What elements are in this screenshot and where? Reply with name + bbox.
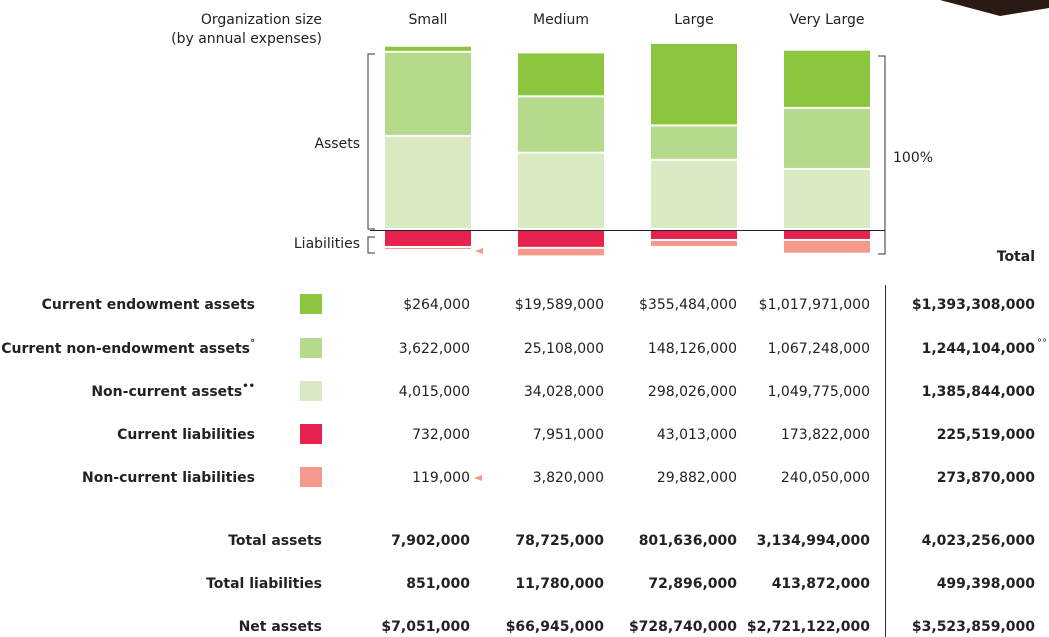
summary-cell: 78,725,000	[515, 533, 604, 549]
summary-cell: 11,780,000	[515, 576, 604, 592]
bar-segment	[385, 46, 471, 51]
row-name: Non-current liabilities	[82, 470, 255, 486]
summary-cell: $66,945,000	[506, 619, 605, 635]
summary-name: Total liabilities	[206, 576, 322, 592]
category-label: Medium	[533, 12, 589, 28]
bar-segment	[385, 231, 471, 246]
row-name: Current liabilities	[117, 427, 255, 443]
summary-cell: 413,872,000	[772, 576, 871, 592]
summary-cell: $7,051,000	[381, 619, 470, 635]
row-name-text: Non-current assets	[91, 384, 242, 400]
liabilities-bracket	[367, 236, 375, 254]
row-name-text: Non-current liabilities	[82, 470, 255, 486]
bar-segment	[784, 50, 870, 107]
bar-segment	[784, 240, 870, 253]
total-cell: 1,385,844,000	[922, 384, 1036, 400]
bar-segment	[651, 160, 737, 228]
row-name: Non-current assets••	[91, 381, 255, 400]
bar-segment	[518, 153, 604, 228]
cell: 25,108,000	[524, 341, 604, 357]
cell: 148,126,000	[648, 341, 737, 357]
summary-cell: $728,740,000	[629, 619, 737, 635]
bar-segment	[518, 53, 604, 96]
total-cell: $1,393,308,000	[912, 297, 1035, 313]
total-cell: 225,519,000	[937, 427, 1036, 443]
row-name: Current non-endowment assets°	[1, 338, 255, 357]
bar-segment	[651, 231, 737, 239]
small-arrow	[475, 248, 483, 254]
cell: 1,067,248,000	[768, 341, 870, 357]
total-cell: 273,870,000	[937, 470, 1036, 486]
bar-segment	[385, 136, 471, 228]
summary-total: 4,023,256,000	[922, 533, 1036, 549]
scale-label: 100%	[893, 150, 933, 166]
category-label: Very Large	[790, 12, 865, 28]
assets-label: Assets	[314, 136, 360, 152]
row-name-text: Current endowment assets	[42, 297, 255, 313]
cell: 1,049,775,000	[768, 384, 870, 400]
row-name-text: Current liabilities	[117, 427, 255, 443]
row-name: Current endowment assets	[42, 297, 255, 313]
cell: 34,028,000	[524, 384, 604, 400]
bar-segment	[518, 231, 604, 247]
cell: 3,820,000	[533, 470, 604, 486]
summary-cell: 851,000	[406, 576, 470, 592]
cell: 298,026,000	[648, 384, 737, 400]
cell: $19,589,000	[515, 297, 604, 313]
bar-segment	[784, 108, 870, 168]
bar-segment	[784, 169, 870, 228]
liabilities-label: Liabilities	[294, 236, 360, 252]
bar-segment	[651, 126, 737, 159]
cell: 173,822,000	[781, 427, 870, 443]
cell: 732,000	[412, 427, 470, 443]
summary-cell: 801,636,000	[639, 533, 738, 549]
legend-swatch	[300, 381, 322, 401]
scale-bracket	[878, 55, 886, 255]
cell: $1,017,971,000	[759, 297, 870, 313]
bar-segment	[385, 52, 471, 135]
bar-segment	[784, 231, 870, 239]
cell: 4,015,000	[399, 384, 470, 400]
summary-cell: $2,721,122,000	[747, 619, 870, 635]
legend-swatch	[300, 294, 322, 314]
axis-label: Organization size	[201, 12, 322, 28]
cell: 29,882,000	[657, 470, 737, 486]
bar-segment	[518, 248, 604, 256]
cell: 119,000	[412, 470, 470, 486]
cell: $355,484,000	[639, 297, 737, 313]
summary-name: Total assets	[228, 533, 322, 549]
cell: 240,050,000	[781, 470, 870, 486]
summary-total: 499,398,000	[937, 576, 1036, 592]
total-header: Total	[997, 249, 1035, 265]
bar-segment	[651, 240, 737, 246]
summary-name: Net assets	[239, 619, 322, 635]
bar-segment	[385, 247, 471, 249]
footnote-marker: ••	[242, 381, 255, 392]
summary-cell: 72,896,000	[648, 576, 737, 592]
summary-total: $3,523,859,000	[912, 619, 1035, 635]
cell: 3,622,000	[399, 341, 470, 357]
cell: 43,013,000	[657, 427, 737, 443]
summary-cell: 3,134,994,000	[757, 533, 871, 549]
cell: 7,951,000	[533, 427, 604, 443]
category-label: Small	[409, 12, 448, 28]
small-arrow	[474, 475, 482, 481]
cell: $264,000	[403, 297, 470, 313]
footnote-marker: °	[250, 338, 255, 349]
legend-swatch	[300, 424, 322, 444]
legend-swatch	[300, 467, 322, 487]
bar-segment	[518, 97, 604, 152]
assets-bracket	[367, 53, 375, 230]
category-label: Large	[674, 12, 713, 28]
legend-swatch	[300, 338, 322, 358]
footnote-marker: °°	[1037, 338, 1047, 349]
summary-cell: 7,902,000	[391, 533, 470, 549]
bar-segment	[651, 43, 737, 125]
row-name-text: Current non-endowment assets	[1, 341, 250, 357]
corner-decoration	[940, 0, 1049, 16]
total-cell: 1,244,104,000	[922, 341, 1036, 357]
axis-sublabel: (by annual expenses)	[171, 31, 322, 47]
